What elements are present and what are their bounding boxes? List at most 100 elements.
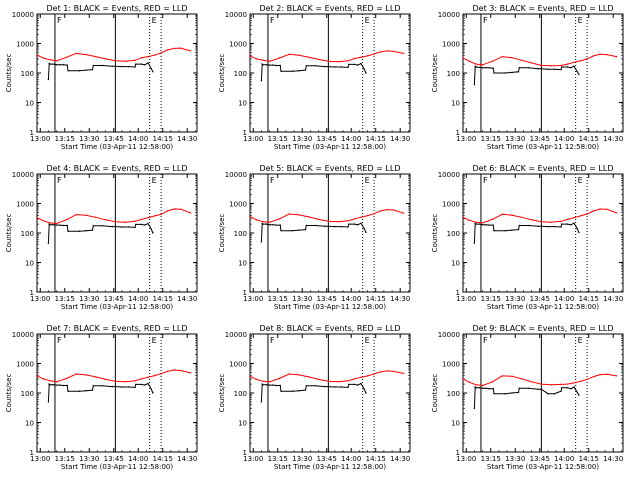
y-axis-label: Counts/sec: [431, 214, 439, 253]
events-point: [365, 231, 367, 234]
lld-point: [65, 377, 68, 380]
y-tick-label: 100: [234, 390, 247, 398]
lld-point: [173, 208, 175, 210]
events-point: [474, 65, 476, 67]
events-point: [327, 225, 330, 227]
lld-point: [511, 57, 513, 59]
events-point: [92, 225, 95, 227]
events-point: [518, 67, 520, 69]
lld-point: [386, 370, 388, 372]
events-point: [527, 67, 529, 69]
lld-series-line: [249, 209, 404, 223]
events-point: [140, 63, 143, 65]
events-point: [348, 383, 350, 386]
events-point: [67, 70, 69, 72]
x-tick-label: 14:30: [603, 455, 623, 463]
annotation-e: E: [578, 336, 583, 345]
x-tick-label: 13:15: [481, 135, 501, 143]
lld-point: [491, 218, 494, 221]
events-point: [357, 224, 359, 226]
events-series-line: [47, 382, 154, 402]
lld-point: [540, 64, 543, 67]
lld-point: [327, 60, 330, 62]
x-tick-label: 14:15: [153, 295, 173, 303]
events-point: [147, 382, 149, 385]
x-tick-label: 14:00: [554, 135, 574, 143]
annotation-e: E: [578, 176, 583, 185]
events-point: [275, 64, 277, 67]
lld-series-line: [36, 47, 191, 62]
events-point: [478, 66, 480, 69]
lld-point: [65, 56, 68, 58]
events-point: [111, 225, 113, 228]
x-tick-label: 14:00: [554, 455, 574, 463]
events-point: [78, 390, 81, 392]
events-point: [49, 63, 51, 65]
events-point: [134, 66, 136, 68]
lld-point: [373, 213, 375, 215]
events-point: [291, 70, 294, 72]
events-point: [478, 223, 480, 225]
lld-point: [566, 383, 569, 385]
events-point: [304, 228, 307, 231]
lld-point: [606, 373, 608, 375]
events-point: [92, 64, 95, 67]
annotation-f: F: [57, 16, 62, 25]
lld-point: [366, 214, 369, 217]
lld-point: [160, 52, 162, 54]
events-point: [576, 228, 578, 230]
x-tick-label: 14:00: [554, 295, 574, 303]
x-tick-label: 14:15: [366, 135, 386, 143]
events-point: [492, 224, 494, 226]
annotation-f: F: [483, 176, 488, 185]
lld-point: [337, 221, 339, 223]
y-tick-label: 10: [25, 420, 34, 428]
x-tick-label: 14:30: [177, 455, 197, 463]
events-point: [488, 224, 490, 226]
lld-point: [180, 369, 182, 372]
lld-point: [278, 377, 281, 380]
lld-point: [298, 214, 300, 216]
lld-point: [153, 54, 156, 56]
x-tick-label: 13:30: [79, 455, 99, 463]
lld-point: [85, 53, 87, 56]
chart-title: Det 9: BLACK = Events, RED = LLD: [473, 324, 614, 333]
events-point: [340, 386, 343, 388]
events-point: [150, 68, 152, 70]
x-tick-label: 13:45: [530, 295, 550, 303]
x-tick-label: 13:15: [481, 455, 501, 463]
lld-point: [49, 59, 51, 61]
events-point: [504, 230, 507, 232]
events-point: [488, 67, 490, 69]
lld-point: [262, 380, 264, 382]
y-tick-label: 1000: [229, 361, 247, 369]
y-tick-label: 100: [447, 230, 460, 238]
events-point: [85, 230, 87, 232]
y-tick-label: 100: [234, 70, 247, 78]
events-point: [334, 386, 336, 388]
y-tick-label: 10000: [12, 331, 34, 339]
annotation-f: F: [270, 176, 275, 185]
x-tick-label: 14:15: [579, 295, 599, 303]
y-tick-label: 10000: [12, 171, 34, 179]
events-point: [481, 387, 484, 389]
events-point: [127, 386, 130, 388]
events-point: [47, 242, 50, 244]
lld-point: [166, 370, 169, 373]
lld-series-line: [462, 53, 617, 67]
events-point: [540, 225, 543, 227]
events-point: [101, 64, 104, 67]
events-point: [348, 223, 350, 225]
events-point: [485, 387, 487, 389]
events-point: [260, 241, 263, 243]
events-point: [540, 388, 543, 390]
y-tick-label: 10000: [12, 11, 34, 19]
plot-frame: [36, 13, 198, 133]
lld-point: [42, 57, 45, 59]
lld-point: [501, 55, 503, 58]
events-point: [537, 225, 539, 227]
events-point: [152, 392, 154, 394]
events-point: [147, 222, 149, 225]
events-point: [101, 225, 104, 227]
